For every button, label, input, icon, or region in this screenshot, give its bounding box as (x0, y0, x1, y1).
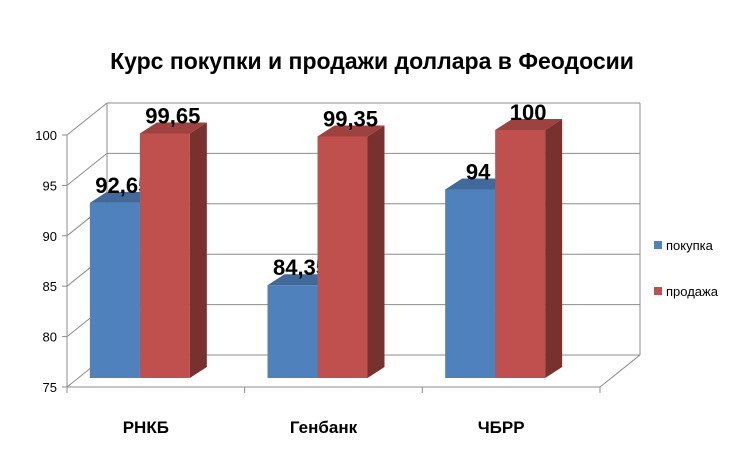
legend-label: покупка (666, 238, 713, 253)
bar-top (317, 125, 385, 137)
y-tick-label: 90 (43, 229, 57, 244)
y-tick-label: 75 (43, 380, 57, 395)
legend-item: покупка (654, 238, 713, 253)
bar (495, 130, 546, 378)
bar (317, 136, 368, 378)
y-tick-label: 100 (35, 128, 57, 143)
bar-side (367, 125, 385, 378)
data-label: 94 (466, 160, 491, 185)
x-tick-label: ЧБРР (478, 418, 525, 437)
y-tick-label: 85 (43, 279, 57, 294)
bar-side (189, 122, 207, 378)
grid-diagonal (66, 153, 108, 186)
bar (139, 133, 190, 378)
x-tick-label: РНКБ (123, 418, 169, 437)
floor-right-edge (599, 354, 641, 388)
chart-title: Курс покупки и продажи доллара в Феодоси… (110, 48, 634, 74)
bar-top (139, 122, 207, 134)
bar-top (495, 119, 563, 130)
bar-side (545, 119, 563, 378)
data-label: 100 (510, 100, 547, 125)
y-tick-label: 95 (43, 178, 57, 193)
bar (267, 285, 318, 378)
legend-swatch (654, 241, 662, 249)
y-tick-label: 80 (43, 330, 57, 345)
data-label: 99,65 (145, 103, 200, 128)
data-label: 99,35 (323, 106, 378, 131)
legend-label: продажа (666, 284, 718, 299)
x-tick-label: Генбанк (290, 418, 358, 437)
grid-diagonal (66, 102, 108, 136)
bar (445, 189, 496, 378)
legend-item: продажа (654, 284, 718, 299)
legend-swatch (654, 287, 662, 295)
bar (89, 202, 140, 378)
